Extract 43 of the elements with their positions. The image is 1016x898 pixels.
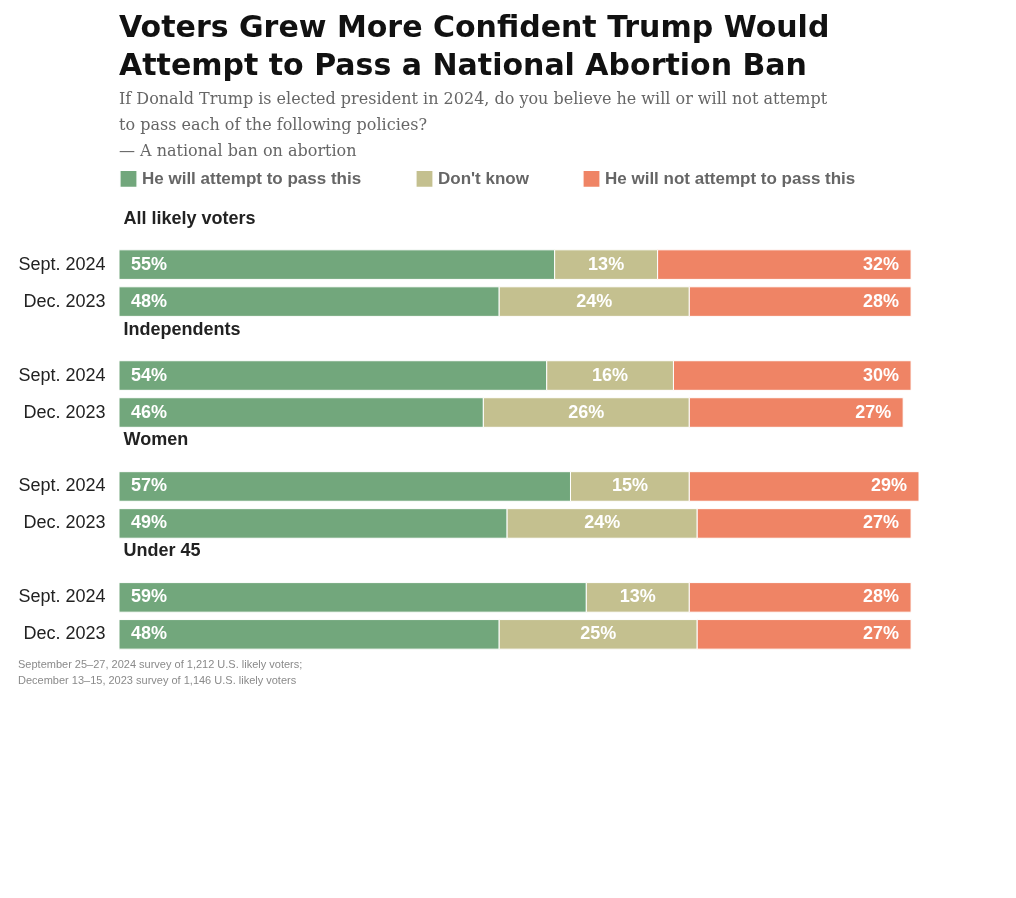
data-label: 32% — [863, 253, 900, 274]
y-tick-label: Dec. 2023 — [23, 290, 106, 311]
y-tick-label: Sept. 2024 — [18, 586, 106, 607]
data-label: 48% — [131, 290, 168, 311]
y-tick-label: Sept. 2024 — [18, 253, 106, 274]
data-label: 13% — [588, 253, 625, 274]
data-label: 54% — [131, 364, 168, 385]
data-label: 49% — [131, 512, 168, 533]
data-label: 27% — [855, 401, 892, 422]
y-tick-label: Women — [123, 429, 189, 450]
data-label: 27% — [863, 512, 900, 533]
data-label: 59% — [131, 586, 168, 607]
chart-title: Voters Grew More Confident Trump Would Attempt to Pass a National Abortion Ban — [119, 9, 830, 82]
y-tick-label: Sept. 2024 — [18, 475, 106, 496]
data-label: 29% — [870, 475, 907, 496]
data-label: 57% — [131, 475, 168, 496]
data-label: 26% — [568, 401, 605, 422]
data-label: 15% — [611, 475, 648, 496]
y-tick-label: All likely voters — [123, 207, 256, 228]
chart-subtitle: If Donald Trump is elected president in 2024, do you believe he will or will not attempt to pass each of the following policies? — A national ban on abortion — [119, 89, 828, 160]
data-label: 28% — [863, 586, 900, 607]
y-tick-label: Dec. 2023 — [23, 623, 106, 644]
data-label: 55% — [131, 253, 168, 274]
data-label: 24% — [584, 512, 621, 533]
data-label: 24% — [576, 290, 613, 311]
data-label: 16% — [592, 364, 629, 385]
legend-label: He will not attempt to pass this — [605, 168, 856, 188]
text: December 13–15, 2023 survey of 1,146 U.S. likely voters — [18, 673, 298, 688]
data-label: 13% — [619, 586, 656, 607]
y-tick-label: Dec. 2023 — [23, 401, 106, 422]
legend-label: He will attempt to pass this — [142, 168, 362, 188]
legend-label: Don't know — [438, 168, 530, 188]
data-label: 27% — [863, 623, 900, 644]
data-label: 48% — [131, 623, 168, 644]
data-label: 30% — [863, 364, 900, 385]
y-tick-label: Sept. 2024 — [18, 364, 106, 385]
y-tick-label: Independents — [123, 318, 241, 339]
data-label: 28% — [863, 290, 900, 311]
text: September 25–27, 2024 survey of 1,212 U.S. likely voters; — [18, 657, 304, 672]
data-label: 46% — [131, 401, 168, 422]
y-tick-label: Under 45 — [123, 540, 201, 561]
data-label: 25% — [580, 623, 617, 644]
y-tick-label: Dec. 2023 — [23, 512, 106, 533]
